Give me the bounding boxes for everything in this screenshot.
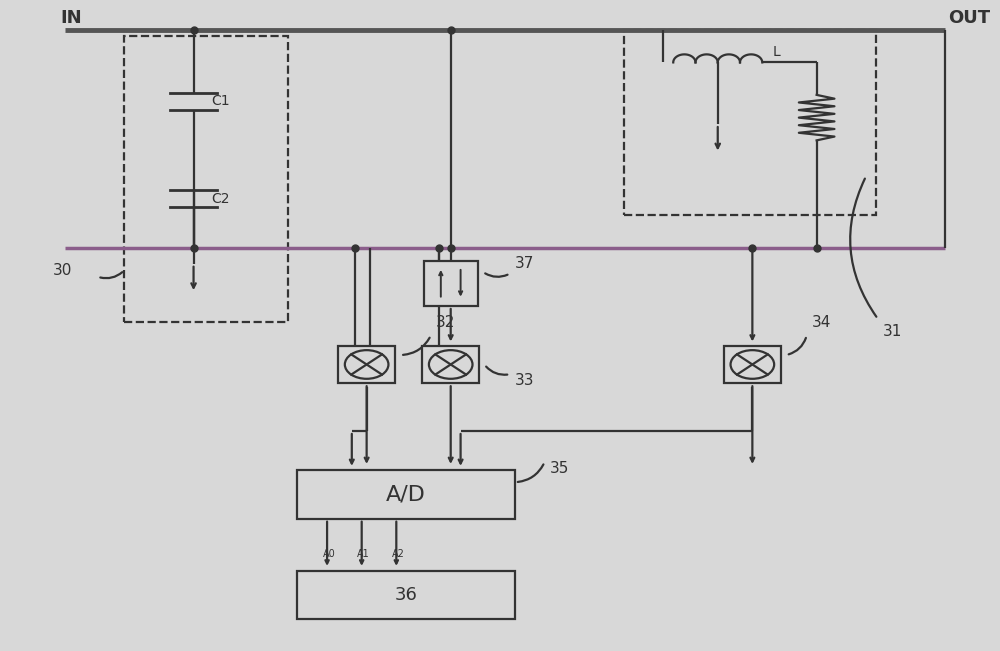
Text: L: L — [772, 45, 780, 59]
Bar — [724, 346, 781, 383]
Bar — [297, 470, 515, 519]
Text: A0: A0 — [323, 549, 335, 559]
Text: 34: 34 — [812, 314, 831, 330]
Text: 30: 30 — [53, 263, 72, 278]
Bar — [624, 30, 876, 215]
Text: 35: 35 — [550, 461, 569, 476]
Bar — [424, 260, 478, 306]
Text: IN: IN — [60, 8, 82, 27]
Text: 37: 37 — [515, 256, 534, 271]
Text: 31: 31 — [883, 324, 902, 339]
Bar — [422, 346, 479, 383]
Text: 32: 32 — [436, 314, 455, 330]
Text: A/D: A/D — [386, 484, 426, 505]
Bar — [338, 346, 395, 383]
Text: C1: C1 — [211, 94, 230, 108]
Bar — [124, 36, 288, 322]
Text: OUT: OUT — [948, 8, 990, 27]
Text: C2: C2 — [211, 192, 230, 206]
Text: A2: A2 — [392, 549, 405, 559]
Bar — [297, 571, 515, 620]
Text: 33: 33 — [515, 373, 534, 388]
Text: 36: 36 — [395, 586, 418, 604]
Text: A1: A1 — [357, 549, 370, 559]
